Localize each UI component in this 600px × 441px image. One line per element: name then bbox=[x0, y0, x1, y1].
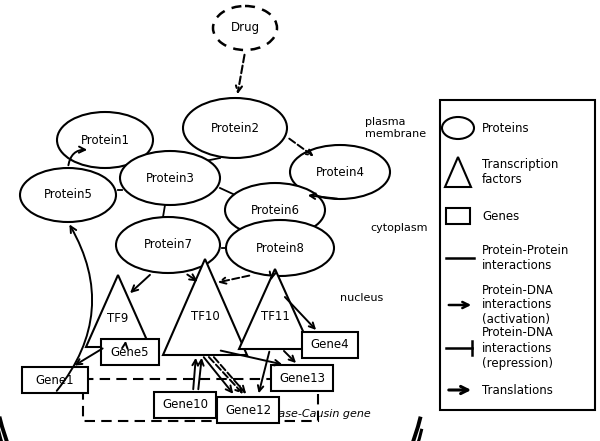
Ellipse shape bbox=[213, 6, 277, 50]
Bar bbox=[154, 392, 216, 418]
Bar bbox=[217, 397, 279, 423]
Ellipse shape bbox=[57, 112, 153, 168]
Bar bbox=[446, 208, 470, 224]
Text: Drug: Drug bbox=[230, 22, 260, 34]
Polygon shape bbox=[239, 269, 311, 349]
Text: Protein-DNA
interactions
(activation): Protein-DNA interactions (activation) bbox=[482, 284, 554, 326]
Bar bbox=[302, 332, 358, 358]
Text: Gene10: Gene10 bbox=[162, 399, 208, 411]
Bar bbox=[22, 367, 88, 393]
Ellipse shape bbox=[183, 98, 287, 158]
Ellipse shape bbox=[116, 217, 220, 273]
Ellipse shape bbox=[226, 220, 334, 276]
Bar bbox=[101, 339, 159, 365]
Text: TF11: TF11 bbox=[260, 310, 289, 324]
Text: Protein6: Protein6 bbox=[251, 203, 299, 217]
Text: Genes: Genes bbox=[482, 209, 519, 223]
Text: Gene4: Gene4 bbox=[311, 339, 349, 351]
Text: Proteins: Proteins bbox=[482, 122, 530, 135]
Ellipse shape bbox=[20, 168, 116, 222]
Text: Protein4: Protein4 bbox=[316, 165, 365, 179]
Text: Protein5: Protein5 bbox=[44, 188, 92, 202]
Text: Disease-Causin gene: Disease-Causin gene bbox=[254, 409, 371, 419]
Ellipse shape bbox=[442, 117, 474, 139]
Text: Gene1: Gene1 bbox=[35, 374, 74, 386]
Ellipse shape bbox=[120, 151, 220, 205]
Ellipse shape bbox=[290, 145, 390, 199]
Text: Protein8: Protein8 bbox=[256, 242, 304, 254]
Text: Protein-Protein
interactions: Protein-Protein interactions bbox=[482, 244, 569, 272]
Text: Protein7: Protein7 bbox=[143, 239, 193, 251]
Text: plasma
membrane: plasma membrane bbox=[365, 117, 426, 139]
Text: Gene12: Gene12 bbox=[225, 404, 271, 416]
Bar bbox=[440, 100, 595, 410]
Text: Protein2: Protein2 bbox=[211, 122, 260, 135]
Bar bbox=[271, 365, 333, 391]
Bar bbox=[83, 379, 317, 421]
Polygon shape bbox=[86, 275, 150, 347]
Text: Gene5: Gene5 bbox=[111, 345, 149, 359]
Text: Protein1: Protein1 bbox=[80, 134, 130, 146]
Text: TF9: TF9 bbox=[107, 312, 128, 325]
Text: TF10: TF10 bbox=[191, 310, 220, 323]
Ellipse shape bbox=[225, 183, 325, 237]
Polygon shape bbox=[163, 259, 247, 355]
Text: Protein3: Protein3 bbox=[146, 172, 194, 184]
Text: Translations: Translations bbox=[482, 384, 553, 396]
Text: nucleus: nucleus bbox=[340, 293, 383, 303]
Text: Gene13: Gene13 bbox=[279, 371, 325, 385]
Text: cytoplasm: cytoplasm bbox=[370, 223, 427, 233]
Text: Transcription
factors: Transcription factors bbox=[482, 158, 559, 186]
Text: Protein-DNA
interactions
(repression): Protein-DNA interactions (repression) bbox=[482, 326, 554, 370]
Polygon shape bbox=[445, 157, 471, 187]
